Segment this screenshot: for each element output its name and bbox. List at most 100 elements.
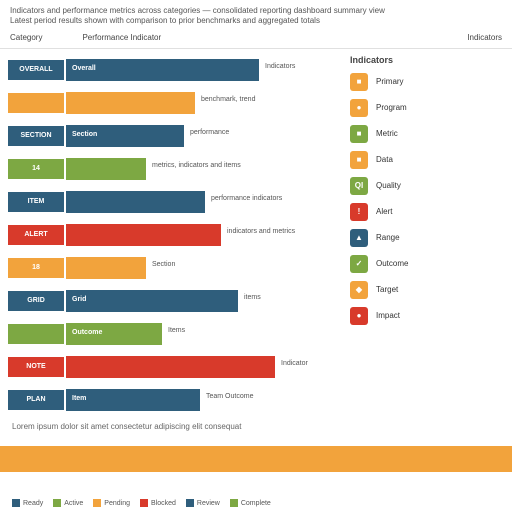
legend-swatch-icon: QI: [350, 177, 368, 195]
strip-swatch-icon: [186, 499, 194, 507]
bar-track: Indicator: [66, 354, 338, 380]
legend-item: ◆Target: [350, 279, 504, 301]
strip-item: Pending: [93, 499, 130, 507]
legend-item: ✓Outcome: [350, 253, 504, 275]
strip-item: Review: [186, 499, 220, 507]
footer-note: Lorem ipsum dolor sit amet consectetur a…: [0, 418, 512, 433]
bar-track: Section performance: [66, 123, 338, 149]
chart-row: 14metrics, indicators and items: [8, 154, 338, 184]
bar-track: benchmark, trend: [66, 90, 338, 116]
bar-end-label: items: [244, 294, 261, 301]
main: OVERALL Overall Indicators benchmark, trend…: [0, 49, 512, 418]
legend-label: Target: [376, 285, 398, 294]
row-label-box: [8, 93, 64, 113]
chart-row: ITEM performance indicators: [8, 187, 338, 217]
legend-swatch-icon: !: [350, 203, 368, 221]
row-label-box: 14: [8, 159, 64, 179]
legend-swatch-icon: ■: [350, 73, 368, 91]
bottom-band: [0, 446, 512, 472]
bar-end-label: performance indicators: [211, 195, 282, 202]
legend-item: ■Metric: [350, 123, 504, 145]
strip-label: Review: [197, 500, 220, 507]
bar: [66, 92, 195, 114]
legend-item: QI Quality: [350, 175, 504, 197]
bar-inner-label: Section: [72, 131, 97, 138]
bar-chart: OVERALL Overall Indicators benchmark, trend…: [8, 55, 338, 418]
bottom-strip: ReadyActivePendingBlockedReviewComplete: [0, 494, 512, 512]
row-label-box: SECTION: [8, 126, 64, 146]
chart-row: ALERT indicators and metrics: [8, 220, 338, 250]
bar: [66, 191, 205, 213]
bar-end-label: Team Outcome: [206, 393, 253, 400]
row-label-box: PLAN: [8, 390, 64, 410]
chart-row: OutcomeItems: [8, 319, 338, 349]
chart-row: benchmark, trend: [8, 88, 338, 118]
bar-end-label: indicators and metrics: [227, 228, 295, 235]
bar-inner-label: Grid: [72, 296, 86, 303]
row-label-box: 18: [8, 258, 64, 278]
bar: Section: [66, 125, 184, 147]
legend-item: ▲Range: [350, 227, 504, 249]
bar-track: performance indicators: [66, 189, 338, 215]
legend-item: ●Program: [350, 97, 504, 119]
header: Indicators and performance metrics acros…: [0, 0, 512, 31]
legend-label: Quality: [376, 181, 401, 190]
legend-label: Alert: [376, 207, 392, 216]
strip-swatch-icon: [93, 499, 101, 507]
sub-header-left: Category: [10, 33, 42, 42]
bar-inner-label: Item: [72, 395, 86, 402]
legend-label: Impact: [376, 311, 400, 320]
bar: Item: [66, 389, 200, 411]
bar: [66, 224, 221, 246]
bar-track: indicators and metrics: [66, 222, 338, 248]
chart-row: OVERALL Overall Indicators: [8, 55, 338, 85]
bar: Grid: [66, 290, 238, 312]
legend-title: Indicators: [350, 55, 504, 65]
row-label-box: NOTE: [8, 357, 64, 377]
legend-label: Primary: [376, 77, 404, 86]
strip-label: Pending: [104, 500, 130, 507]
bar-track: Section: [66, 255, 338, 281]
bar-inner-label: Overall: [72, 65, 96, 72]
sub-header-right: Indicators: [467, 33, 502, 42]
bar-end-label: performance: [190, 129, 229, 136]
legend-label: Data: [376, 155, 393, 164]
bar-end-label: Indicator: [281, 360, 308, 367]
row-label-box: [8, 324, 64, 344]
chart-row: 18 Section: [8, 253, 338, 283]
chart-row: GRID Grid items: [8, 286, 338, 316]
strip-label: Blocked: [151, 500, 176, 507]
bar-inner-label: Outcome: [72, 329, 102, 336]
bar-track: OutcomeItems: [66, 321, 338, 347]
strip-label: Complete: [241, 500, 271, 507]
bar-end-label: Section: [152, 261, 175, 268]
legend-swatch-icon: ✓: [350, 255, 368, 273]
legend-label: Program: [376, 103, 407, 112]
strip-item: Ready: [12, 499, 43, 507]
legend-swatch-icon: ▲: [350, 229, 368, 247]
bar-track: Overall Indicators: [66, 57, 338, 83]
row-label-box: ALERT: [8, 225, 64, 245]
bar: [66, 158, 146, 180]
bar-track: metrics, indicators and items: [66, 156, 338, 182]
sub-header: Category Performance Indicator Indicator…: [0, 31, 512, 49]
strip-swatch-icon: [12, 499, 20, 507]
bar-end-label: benchmark, trend: [201, 96, 255, 103]
legend: Indicators ■ Primary ●Program ■Metric ■ Data Q…: [350, 55, 504, 418]
bar-track: Grid items: [66, 288, 338, 314]
legend-item: ■ Primary: [350, 71, 504, 93]
legend-item: ●Impact: [350, 305, 504, 327]
row-label-box: ITEM: [8, 192, 64, 212]
row-label-box: GRID: [8, 291, 64, 311]
legend-item: ! Alert: [350, 201, 504, 223]
header-line-2: Latest period results shown with compari…: [10, 16, 502, 26]
strip-swatch-icon: [230, 499, 238, 507]
strip-swatch-icon: [53, 499, 61, 507]
bar: Overall: [66, 59, 259, 81]
header-line-1: Indicators and performance metrics acros…: [10, 6, 502, 16]
row-label-box: OVERALL: [8, 60, 64, 80]
bar: Outcome: [66, 323, 162, 345]
strip-item: Complete: [230, 499, 271, 507]
bar: [66, 356, 275, 378]
bar-end-label: Indicators: [265, 63, 295, 70]
